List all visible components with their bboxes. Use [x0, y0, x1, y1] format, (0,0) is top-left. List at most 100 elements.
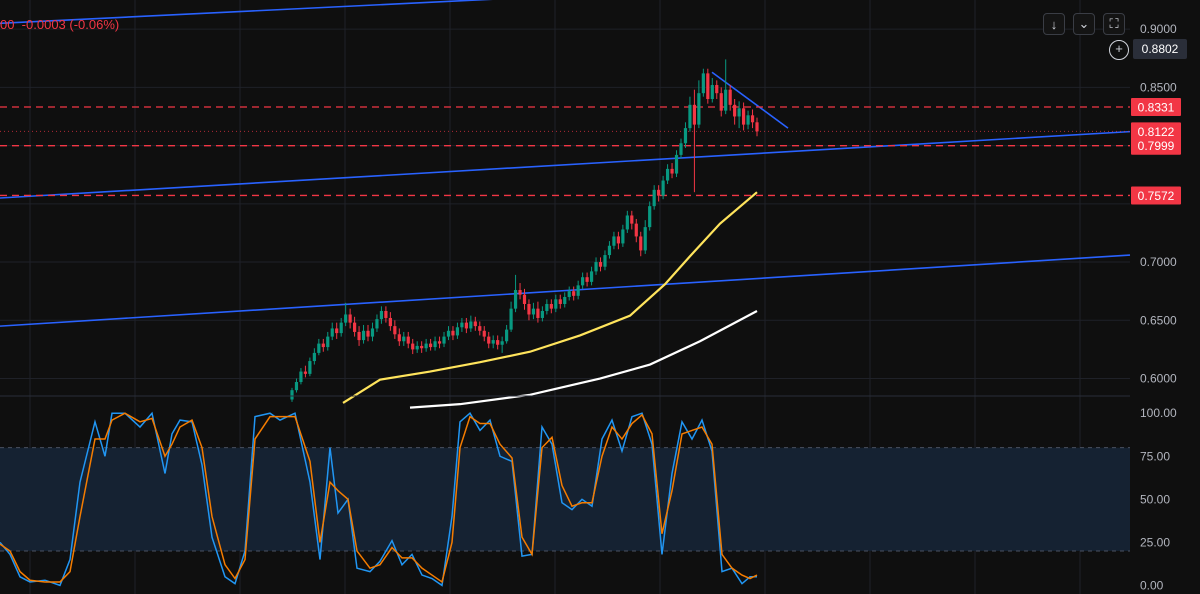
candle-body	[589, 271, 594, 282]
candle	[482, 326, 486, 342]
candle	[563, 292, 567, 308]
candle-body	[460, 322, 464, 328]
candle	[509, 301, 513, 332]
candle	[330, 322, 334, 341]
candle-body	[420, 345, 424, 349]
candle	[442, 331, 446, 348]
price-badge-text: 0.8122	[1138, 125, 1175, 139]
candle	[598, 257, 603, 272]
candle	[634, 218, 638, 243]
level-price-label: 0.7572	[1131, 186, 1181, 205]
candle	[701, 68, 705, 97]
candle-body	[455, 327, 460, 336]
stoch-d-line	[0, 412, 758, 584]
candle-body	[674, 154, 679, 174]
candle-body	[581, 277, 585, 286]
stoch-k-line	[0, 411, 757, 587]
price-badge-text: 0.7572	[1138, 189, 1175, 203]
fullscreen-button[interactable]: ⛶	[1103, 13, 1125, 35]
candle	[352, 316, 357, 337]
candle-body	[554, 299, 558, 309]
candle	[692, 89, 697, 193]
last-price-label: 0.8122	[1131, 122, 1181, 141]
candle-body	[370, 328, 375, 337]
candle	[648, 201, 652, 231]
candle	[402, 331, 406, 346]
middle-channel-line[interactable]	[0, 130, 1131, 199]
candle-body	[715, 85, 719, 94]
candle-body	[567, 291, 571, 297]
lower-channel-line[interactable]	[0, 254, 1131, 327]
scroll-down-button[interactable]: ↓	[1043, 13, 1065, 35]
candle-body	[706, 73, 710, 99]
candle	[724, 59, 728, 115]
sma-white	[409, 310, 758, 409]
price-badge-bg	[1131, 98, 1181, 117]
candle-body	[594, 262, 598, 272]
candle	[531, 302, 536, 320]
candle	[728, 85, 732, 111]
candle	[469, 315, 473, 332]
candle	[420, 341, 424, 353]
candle	[643, 220, 647, 254]
candle-body	[737, 108, 741, 117]
candle	[710, 78, 714, 103]
candle-body	[679, 143, 683, 155]
candle-body	[451, 330, 455, 336]
candle-body	[616, 236, 620, 244]
candle-body	[505, 329, 509, 342]
candle	[388, 312, 392, 331]
candle-body	[750, 115, 755, 123]
candle-body	[294, 382, 299, 391]
price-axis[interactable]: 0.9000 0.8500 0.7999 0.7000 0.6500 0.6000 100.…	[1131, 22, 1181, 592]
collapse-button[interactable]: ⌄	[1073, 13, 1095, 35]
candle-body	[411, 343, 415, 350]
candle	[737, 101, 741, 129]
candle-body	[733, 104, 737, 117]
candle	[572, 286, 576, 301]
fullscreen-icon: ⛶	[1109, 16, 1119, 31]
candle	[424, 338, 428, 352]
chevrons-collapse-icon: ⌄	[1078, 16, 1090, 31]
candle	[697, 80, 701, 129]
candle-body	[603, 255, 607, 267]
candle	[500, 336, 504, 353]
candle	[741, 102, 746, 131]
candle	[446, 326, 451, 341]
candle-body	[375, 319, 379, 329]
candle-body	[607, 245, 612, 256]
candle-body	[630, 215, 634, 224]
candle-body	[406, 336, 410, 344]
candle	[581, 272, 585, 289]
candle	[437, 336, 442, 349]
candle	[455, 322, 460, 339]
candle	[585, 272, 589, 287]
candle	[294, 378, 299, 393]
candle	[540, 306, 544, 322]
candle-body	[572, 291, 576, 296]
price-tick-label: 0.6500	[1140, 313, 1177, 327]
candle	[657, 185, 661, 202]
upper-channel-line[interactable]	[0, 0, 1120, 25]
plus-circle-icon[interactable]: +	[1109, 40, 1129, 60]
horizontal-levels[interactable]	[0, 106, 1130, 197]
pennant-resistance-line[interactable]	[711, 71, 789, 129]
candle	[451, 326, 455, 341]
price-badge-bg	[1131, 122, 1181, 141]
candle	[554, 294, 558, 313]
stoch-tick-label: 50.00	[1140, 492, 1170, 506]
candle-body	[478, 326, 482, 331]
candle-body	[429, 343, 433, 348]
candle-body	[487, 336, 491, 344]
trendlines[interactable]	[0, 0, 1131, 327]
candle-body	[330, 328, 334, 337]
candle	[433, 336, 437, 351]
price-change-text: 00 -0.0003 (-0.06%)	[0, 17, 120, 32]
candle	[679, 138, 683, 159]
stoch-tick-label: 0.00	[1140, 578, 1164, 592]
candle-body	[625, 215, 629, 230]
stochastic-pane	[0, 411, 1130, 587]
stoch-tick-label: 100.00	[1140, 406, 1177, 420]
candle-body	[339, 322, 343, 334]
